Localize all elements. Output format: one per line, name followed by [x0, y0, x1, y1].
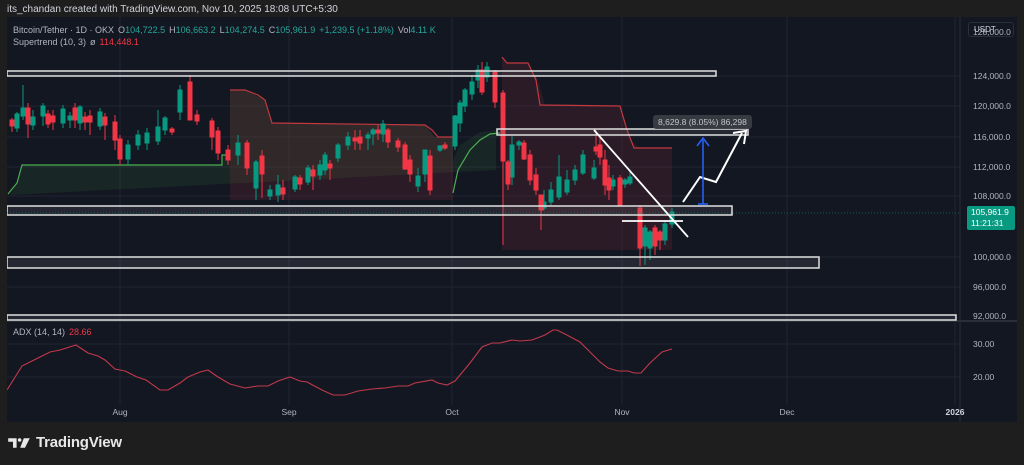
time-tick: Oct — [445, 407, 459, 417]
vol-key: Vol — [397, 25, 411, 35]
price-tick: 116,000.0 — [973, 132, 1011, 142]
price-tick: 120,000.0 — [973, 101, 1011, 111]
zone-target-116k[interactable] — [496, 128, 749, 136]
open-value: 104,722.5 — [125, 25, 166, 35]
chart-frame[interactable] — [7, 17, 1017, 422]
time-tick: Dec — [779, 407, 795, 417]
close-value: 105,961.9 — [275, 25, 316, 35]
price-tick: 108,000.0 — [973, 191, 1011, 201]
zone-support-106k[interactable] — [7, 205, 733, 216]
low-value: 104,274.5 — [224, 25, 265, 35]
time-tick: Aug — [112, 407, 128, 417]
indicator-row[interactable]: Supertrend (10, 3) ø 114,448.1 — [13, 36, 436, 48]
high-key: H — [169, 25, 176, 35]
vol-value: 4.11 K — [410, 25, 436, 35]
adx-legend[interactable]: ADX (14, 14) 28.66 — [13, 327, 92, 337]
close-key: C — [268, 25, 276, 35]
ohlc-row[interactable]: Bitcoin/Tether · 1D · OKX O104,722.5 H10… — [13, 24, 436, 36]
time-tick: 2026 — [945, 407, 965, 417]
measure-label[interactable]: 8,629.8 (8.05%) 86,298 — [653, 115, 752, 129]
zone-124k[interactable] — [7, 70, 717, 77]
price-tick: 124,000.0 — [973, 71, 1011, 81]
last-price-tag: 105,961.9 11:21:31 — [967, 206, 1015, 230]
supertrend-up-fill — [10, 90, 496, 195]
adx-tick: 20.00 — [973, 372, 995, 382]
tradingview-brand[interactable]: TradingView — [8, 434, 122, 451]
zone-support-99k[interactable] — [7, 256, 820, 269]
tradingview-logo-icon — [8, 437, 30, 448]
supertrend-down-line-1 — [230, 89, 453, 138]
projection-path[interactable] — [682, 132, 743, 203]
chart-credit: its_chandan created with TradingView.com… — [7, 4, 338, 15]
supertrend-label[interactable]: Supertrend (10, 3) — [13, 37, 87, 47]
symbol-label[interactable]: Bitcoin/Tether · 1D · OKX — [13, 25, 115, 35]
chart-legend: Bitcoin/Tether · 1D · OKX O104,722.5 H10… — [13, 24, 436, 48]
brand-name: TradingView — [36, 434, 122, 451]
price-chart-canvas[interactable] — [7, 17, 1017, 422]
open-key: O — [118, 25, 126, 35]
supertrend-down-line-2 — [501, 56, 672, 149]
price-tick: 128,000.0 — [973, 27, 1011, 37]
adx-label: ADX (14, 14) — [13, 327, 66, 337]
trendline[interactable] — [593, 129, 689, 238]
price-tick: 96,000.0 — [973, 282, 1007, 292]
eye-off-icon[interactable]: ø — [90, 37, 96, 47]
change-value: +1,239.5 (+1.18%) — [319, 25, 394, 35]
bar-countdown: 11:21:31 — [971, 218, 1004, 228]
price-tick: 100,000.0 — [973, 252, 1011, 262]
currency-button[interactable]: USDT — [968, 22, 1014, 37]
supertrend-down-fill-1 — [230, 90, 453, 200]
time-tick: Sep — [281, 407, 297, 417]
adx-tick: 30.00 — [973, 339, 995, 349]
supertrend-up-line-1 — [7, 154, 230, 195]
high-value: 106,663.2 — [175, 25, 216, 35]
price-tick: 112,000.0 — [973, 162, 1011, 172]
last-price-value: 105,961.9 — [971, 207, 1009, 217]
low-key: L — [219, 25, 225, 35]
supertrend-up-line-2 — [452, 132, 501, 194]
adx-value: 28.66 — [69, 327, 92, 337]
adx-line — [7, 329, 673, 396]
price-tick: 92,000.0 — [973, 311, 1007, 321]
time-tick: Nov — [614, 407, 630, 417]
zone-support-92k[interactable] — [7, 314, 957, 321]
supertrend-value: 114,448.1 — [99, 37, 139, 47]
candles — [9, 62, 675, 266]
